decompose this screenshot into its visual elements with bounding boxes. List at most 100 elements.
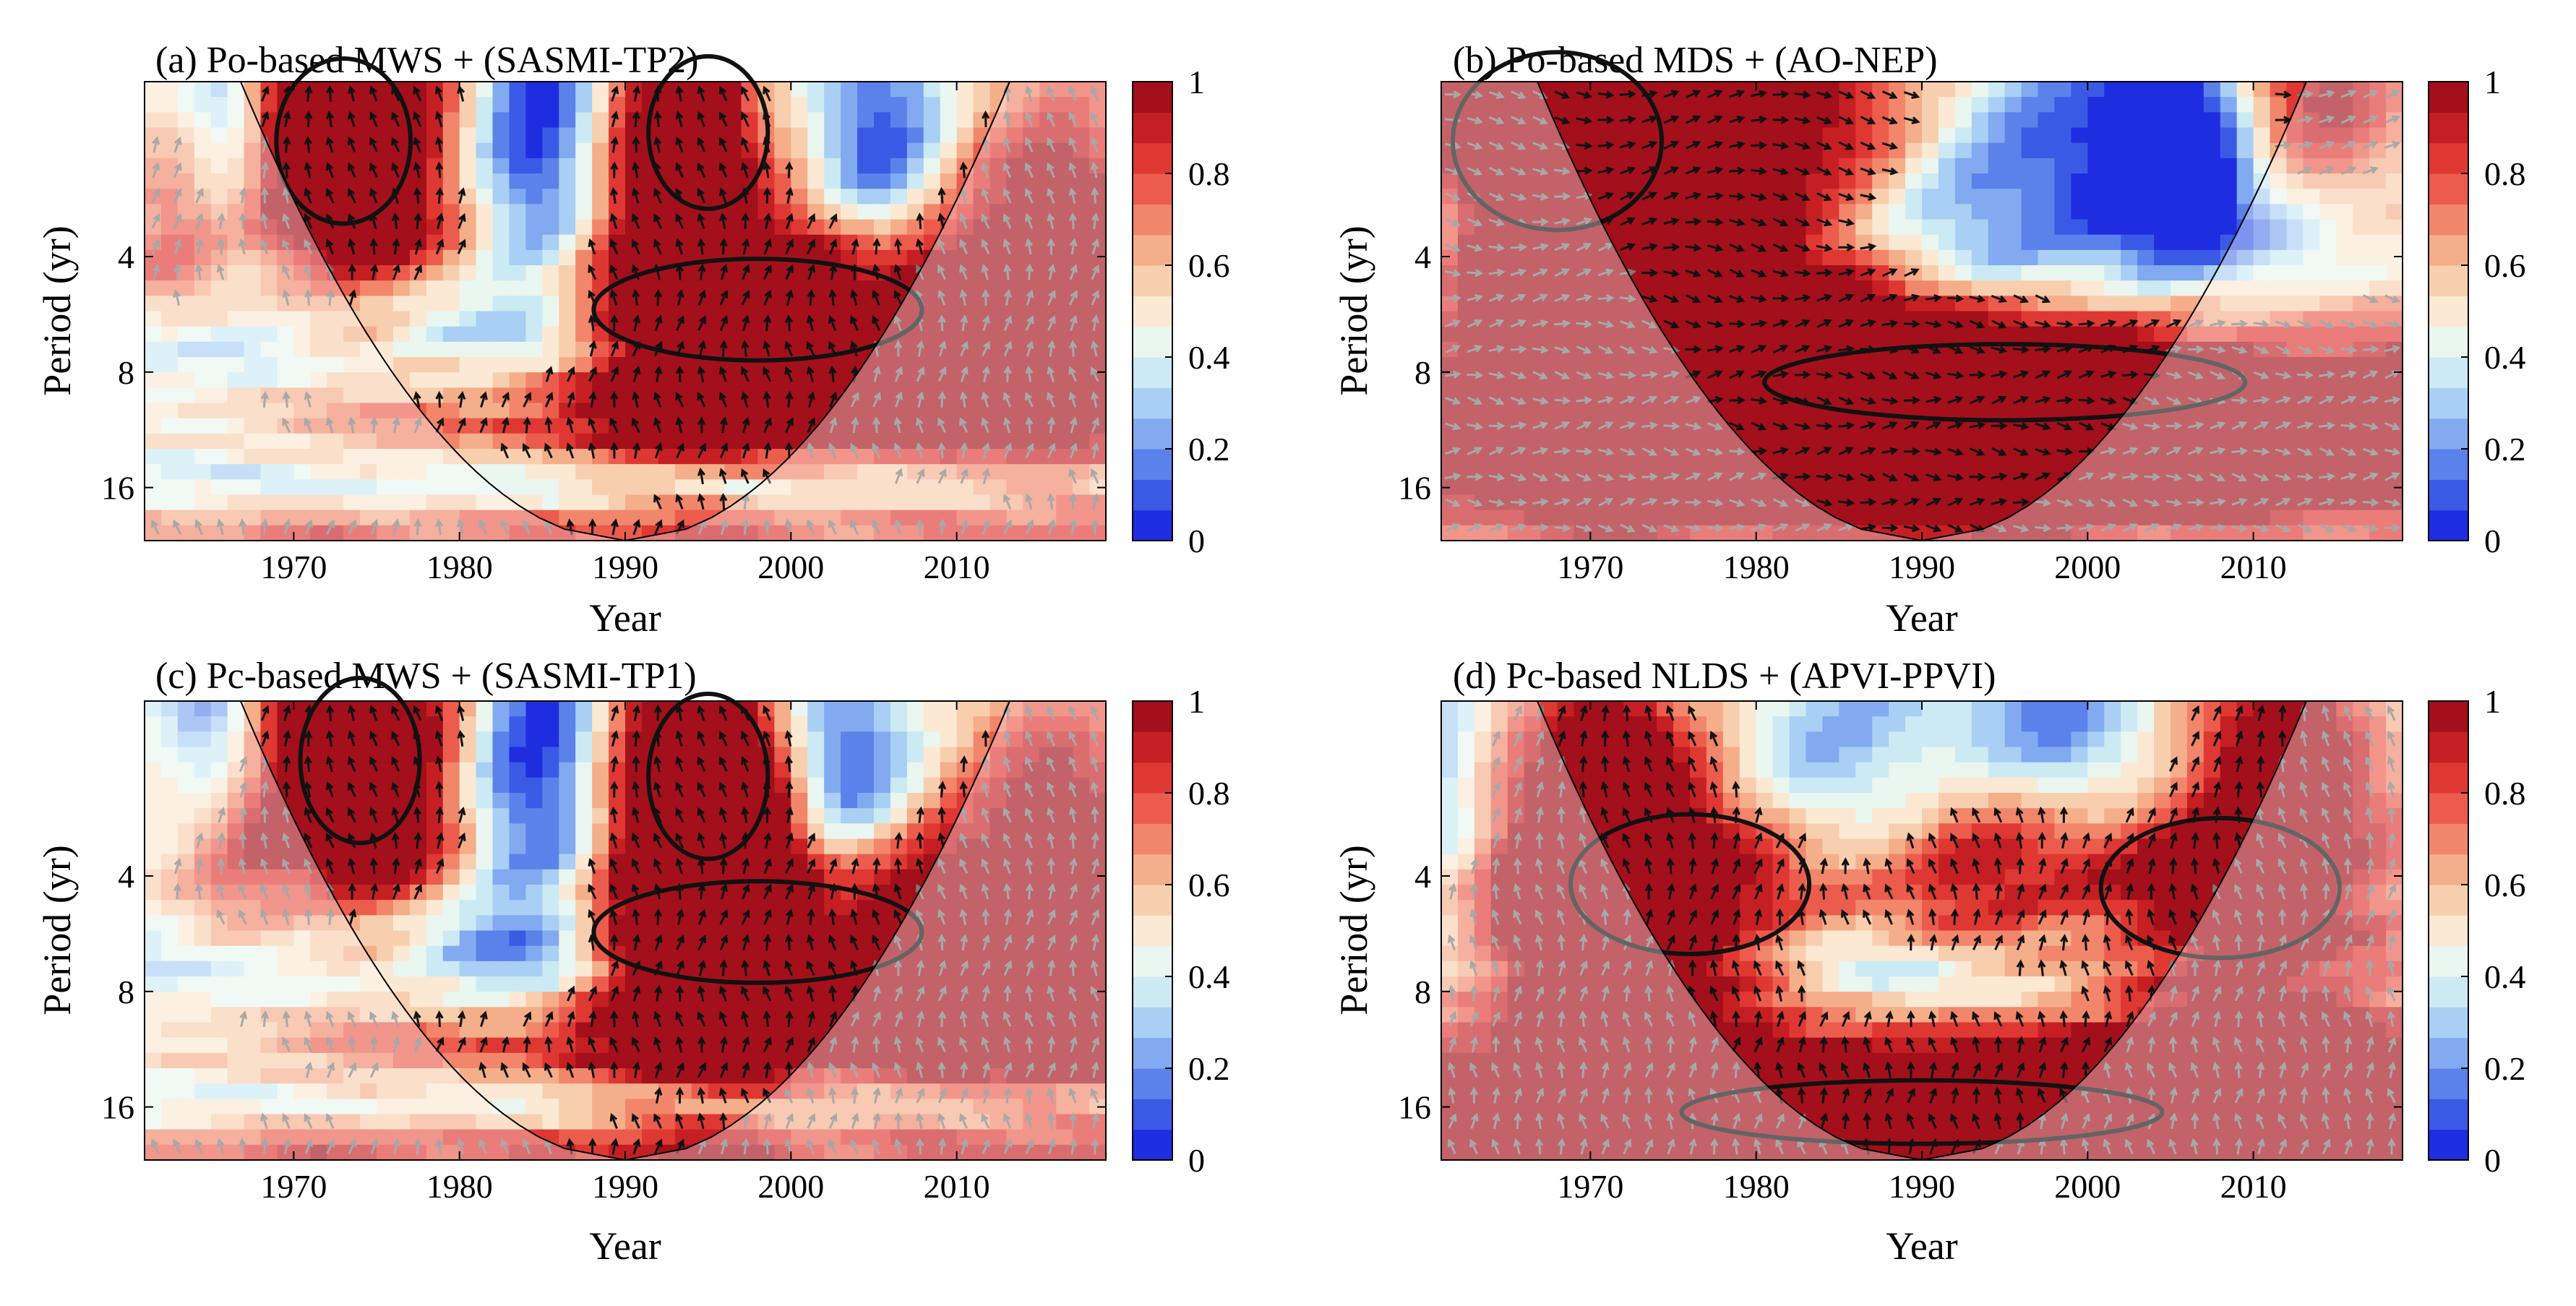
heatmap-cell — [2021, 127, 2039, 144]
heatmap-cell — [509, 762, 527, 778]
heatmap-cell — [559, 403, 577, 419]
heatmap-cell — [873, 142, 891, 159]
heatmap-cell — [791, 189, 809, 205]
heatmap-cell — [2236, 173, 2254, 189]
heatmap-cell — [2137, 234, 2155, 251]
heatmap-cell — [2038, 326, 2056, 343]
heatmap-cell — [824, 219, 841, 236]
heatmap-cell — [2038, 403, 2056, 419]
heatmap-cell — [426, 403, 444, 419]
heatmap-cell — [609, 219, 626, 236]
heatmap-cell — [227, 82, 245, 98]
heatmap-cell — [476, 403, 494, 419]
x-tick-label: 1980 — [426, 549, 493, 585]
heatmap-cell — [940, 296, 958, 312]
heatmap-cell — [708, 311, 726, 327]
heatmap-cell — [724, 296, 742, 312]
heatmap-cell — [145, 112, 162, 129]
heatmap-cell — [1971, 265, 1989, 281]
heatmap-cell — [1772, 326, 1790, 343]
heatmap-cell — [841, 234, 858, 251]
heatmap-cell — [774, 82, 792, 98]
heatmap-cell — [2004, 479, 2022, 496]
heatmap-cell — [1739, 326, 1757, 343]
heatmap-cell — [873, 112, 891, 129]
heatmap-cell — [2104, 82, 2121, 98]
heatmap-cell — [724, 449, 742, 465]
heatmap-cell — [592, 494, 609, 511]
heatmap-cell — [1056, 265, 1073, 281]
heatmap-cell — [542, 82, 560, 98]
heatmap-cell — [691, 219, 709, 236]
heatmap-cell — [1739, 97, 1757, 113]
heatmap-cell — [873, 97, 891, 113]
heatmap-cell — [476, 326, 494, 343]
heatmap-cell — [592, 127, 609, 144]
heatmap-cell — [956, 127, 974, 144]
heatmap-cell — [940, 112, 958, 129]
heatmap-cell — [1855, 357, 1873, 373]
heatmap-cell — [1073, 296, 1090, 312]
heatmap-cell — [1706, 249, 1724, 266]
heatmap-cell — [442, 372, 460, 389]
heatmap-cell — [724, 173, 742, 189]
heatmap-cell — [145, 249, 162, 266]
heatmap-cell — [442, 249, 460, 266]
heatmap-cell — [2038, 249, 2056, 266]
heatmap-cell — [1922, 249, 1939, 266]
heatmap-cell — [210, 311, 228, 327]
heatmap-cell — [609, 479, 626, 496]
heatmap-cell — [145, 142, 162, 159]
heatmap-cell — [2186, 265, 2204, 281]
heatmap-cell — [1872, 280, 1889, 297]
heatmap-cell — [724, 341, 742, 358]
heatmap-cell — [1772, 127, 1790, 144]
colorbar-swatch — [1133, 265, 1172, 296]
heatmap-cell — [2054, 127, 2072, 144]
heatmap-cell — [708, 716, 726, 733]
heatmap-cell — [575, 403, 593, 419]
heatmap-cell — [442, 234, 460, 251]
heatmap-cell — [194, 142, 212, 159]
heatmap-cell — [1889, 433, 1906, 450]
heatmap-cell — [2170, 219, 2188, 236]
heatmap-cell — [1905, 234, 1923, 251]
heatmap-cell — [956, 731, 974, 748]
heatmap-cell — [525, 311, 544, 327]
heatmap-cell — [791, 204, 809, 220]
heatmap-cell — [691, 479, 709, 496]
heatmap-cell — [1922, 280, 1939, 297]
heatmap-cell — [724, 418, 742, 434]
heatmap-cell — [2004, 82, 2022, 98]
heatmap-cell — [343, 716, 361, 733]
heatmap-cell — [2203, 249, 2221, 266]
heatmap-cell — [492, 326, 510, 343]
heatmap-cell — [625, 449, 643, 465]
heatmap-cell — [492, 311, 510, 327]
heatmap-cell — [1905, 97, 1923, 113]
heatmap-cell — [459, 142, 477, 159]
heatmap-cell — [509, 82, 527, 98]
heatmap-cell — [492, 716, 510, 733]
heatmap-cell — [509, 280, 527, 297]
heatmap-cell — [244, 234, 262, 251]
heatmap-cell — [2054, 265, 2072, 281]
heatmap-cell — [724, 204, 742, 220]
heatmap-cell — [1988, 357, 2006, 373]
heatmap-cell — [923, 265, 941, 281]
heatmap-cell — [923, 189, 941, 205]
heatmap-cell — [492, 357, 510, 373]
heatmap-cell — [1073, 158, 1090, 174]
heatmap-cell — [1938, 510, 1956, 526]
heatmap-cell — [2253, 97, 2271, 113]
heatmap-cell — [459, 762, 477, 778]
heatmap-cell — [923, 127, 941, 144]
heatmap-cell — [310, 112, 328, 129]
heatmap-cell — [575, 326, 593, 343]
heatmap-cell — [1872, 82, 1889, 98]
heatmap-cell — [658, 280, 676, 297]
heatmap-cell — [2170, 97, 2188, 113]
heatmap-cell — [757, 403, 776, 419]
heatmap-cell — [509, 142, 527, 159]
heatmap-cell — [1922, 204, 1939, 220]
